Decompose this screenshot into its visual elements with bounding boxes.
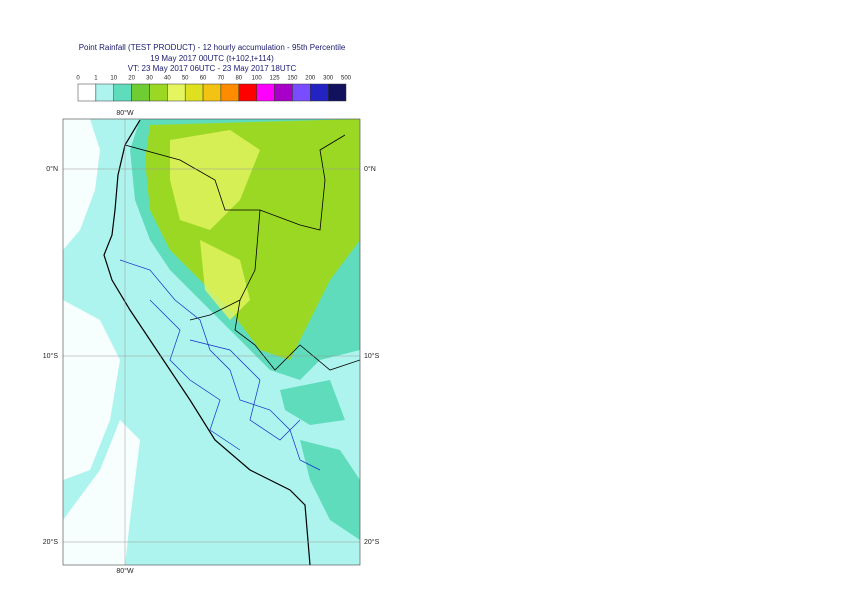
heavy-rain: [170, 130, 260, 320]
legend-label: 100: [252, 76, 263, 82]
map: [63, 119, 360, 565]
legend-swatch: [95, 83, 114, 102]
legend-label: 80: [235, 76, 242, 82]
title: Point Rainfall (TEST PRODUCT) - 12 hourl…: [79, 43, 346, 52]
lon-label: 80°W: [116, 567, 134, 575]
legend-swatch: [167, 83, 186, 102]
valid-time: VT: 23 May 2017 06UTC - 23 May 2017 18UT…: [128, 64, 297, 73]
legend-label: 70: [218, 76, 225, 82]
legend-swatch: [274, 83, 293, 102]
legend-label: 200: [305, 76, 316, 82]
legend-label: 300: [323, 76, 334, 82]
legend-swatch: [131, 83, 150, 102]
legend-swatch: [327, 83, 347, 102]
legend-label: 500: [341, 76, 352, 82]
legend-label: 125: [270, 76, 281, 82]
legend-swatch: [238, 83, 257, 102]
legend-label: 1: [94, 76, 98, 82]
lat-label: 0°N: [364, 165, 376, 173]
map-frame: [62, 118, 361, 566]
dry-area: [63, 119, 140, 565]
borders: [124, 134, 360, 371]
legend-label: 0: [76, 76, 80, 82]
legend-label: 60: [200, 76, 207, 82]
lat-label: 0°N: [46, 165, 58, 173]
lat-label: 20°S: [43, 538, 59, 546]
lat-label: 10°S: [43, 352, 59, 360]
legend-label: 20: [128, 76, 135, 82]
wet-area-south: [280, 380, 360, 540]
legend-swatch: [149, 83, 168, 102]
lat-label: 20°S: [364, 538, 380, 546]
legend-swatch: [256, 83, 275, 102]
legend: 0 1 10 20 30 40 50 60 70 80 100 125 150 200 300 500: [76, 76, 352, 102]
legend-label: 150: [287, 76, 298, 82]
coastline: [103, 119, 311, 565]
legend-label: 10: [110, 76, 117, 82]
base-time: 19 May 2017 00UTC (t+102,t+114): [150, 54, 274, 63]
legend-swatch: [113, 83, 132, 102]
legend-label: 50: [182, 76, 189, 82]
regional-borders: [119, 259, 321, 471]
legend-swatch: [292, 83, 311, 102]
lat-labels: 0°N 10°S 20°S 0°N 10°S 20°S: [43, 165, 380, 546]
legend-label: 40: [164, 76, 171, 82]
legend-swatch: [184, 83, 204, 102]
legend-swatch: [77, 83, 97, 102]
legend-swatch: [220, 83, 240, 102]
lat-label: 10°S: [364, 352, 380, 360]
legend-swatch: [310, 83, 329, 102]
lon-label: 80°W: [116, 109, 134, 117]
legend-swatch: [202, 83, 222, 102]
legend-label: 30: [146, 76, 153, 82]
